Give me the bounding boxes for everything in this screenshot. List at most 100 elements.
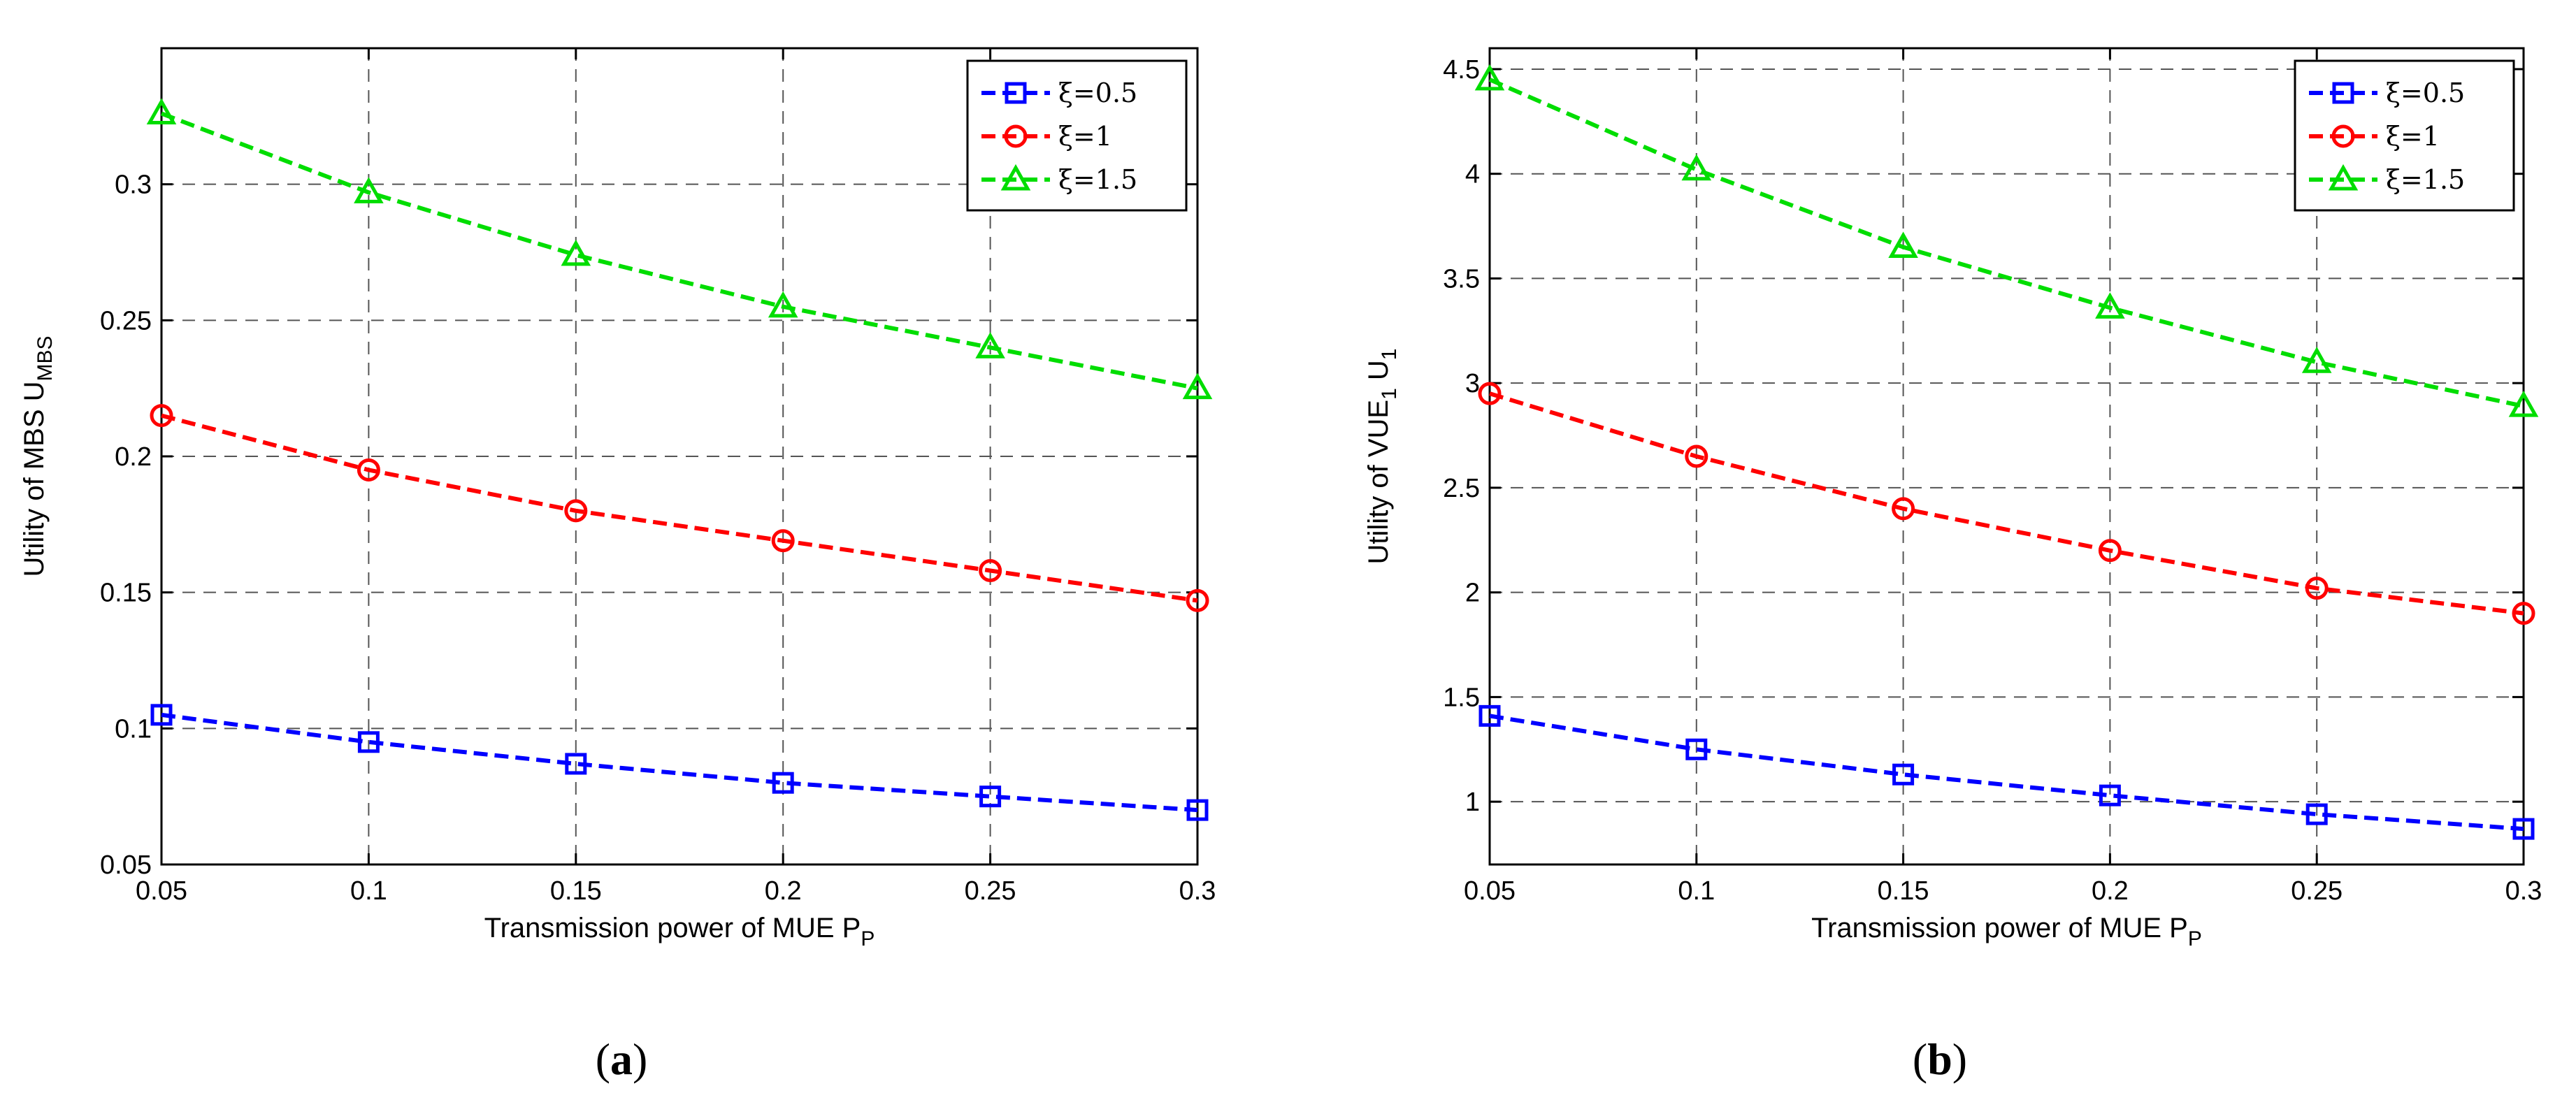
series-circle xyxy=(150,404,1209,612)
y-tick-label: 0.3 xyxy=(115,171,152,200)
series-line xyxy=(1489,391,2524,616)
data-point-circle xyxy=(357,458,380,482)
data-point-square xyxy=(1478,704,1501,727)
x-tick-label: 0.15 xyxy=(550,876,602,906)
caption-letter: b xyxy=(1927,1034,1952,1084)
data-point-triangle xyxy=(561,239,591,266)
data-point-triangle xyxy=(1474,64,1505,91)
y-axis-label: Utility of MBS UMBS xyxy=(19,335,57,577)
x-axis-label-subscript: P xyxy=(2188,927,2202,950)
legend-label: ξ=1.5 xyxy=(2386,164,2465,195)
y-tick-label: 0.05 xyxy=(100,851,152,880)
y-tick-label: 3.5 xyxy=(1443,264,1480,294)
y-tick-label: 4 xyxy=(1465,160,1480,189)
data-point-triangle xyxy=(768,291,798,318)
data-point-triangle xyxy=(1888,231,1918,259)
data-point-square xyxy=(2305,803,2328,825)
x-axis-label-main: Transmission power of MUE P xyxy=(484,913,861,943)
x-axis-label: Transmission power of MUE PP xyxy=(1811,913,2202,950)
y-axis-label-main-2: U xyxy=(1363,360,1394,388)
series-triangle xyxy=(146,98,1213,400)
legend-label: ξ=1.5 xyxy=(1058,164,1137,195)
caption-letter: a xyxy=(610,1034,633,1084)
series-triangle xyxy=(1474,64,2539,417)
x-tick-label: 0.25 xyxy=(965,876,1016,906)
y-axis-label-subscript-2: 1 xyxy=(1378,349,1401,361)
caption-open-paren: ( xyxy=(1913,1034,1927,1084)
data-point-circle xyxy=(2098,539,2122,563)
x-axis-label: Transmission power of MUE PP xyxy=(484,913,875,950)
legend-marker-square xyxy=(1005,82,1027,104)
data-point-square xyxy=(2512,818,2535,840)
x-tick-label: 0.05 xyxy=(1464,876,1516,906)
y-tick-label: 3 xyxy=(1465,369,1480,398)
legend-marker-triangle xyxy=(2328,164,2359,191)
series-square xyxy=(150,704,1209,821)
data-point-circle xyxy=(150,404,173,428)
data-point-square xyxy=(150,704,173,726)
data-point-square xyxy=(979,786,1002,808)
y-tick-label: 0.25 xyxy=(100,306,152,335)
x-tick-label: 0.1 xyxy=(1678,876,1715,906)
data-point-triangle xyxy=(1182,372,1213,400)
y-tick-label: 1 xyxy=(1465,788,1480,817)
x-tick-label: 0.1 xyxy=(350,876,387,906)
series-circle xyxy=(1478,382,2535,625)
data-point-triangle xyxy=(2301,347,2332,373)
data-point-square xyxy=(357,731,380,753)
y-tick-label: 2 xyxy=(1465,579,1480,608)
panel-caption: (a) xyxy=(596,1034,648,1084)
x-axis-label-main: Transmission power of MUE P xyxy=(1811,913,2188,943)
data-point-triangle xyxy=(146,98,177,124)
data-point-triangle xyxy=(2095,292,2125,319)
y-axis-label-subscript: MBS xyxy=(34,335,57,381)
x-tick-label: 0.3 xyxy=(2505,876,2542,906)
x-tick-label: 0.25 xyxy=(2291,876,2343,906)
y-tick-label: 4.5 xyxy=(1443,55,1480,85)
x-tick-label: 0.2 xyxy=(765,876,802,906)
data-point-square xyxy=(1892,763,1915,786)
legend-label: ξ=0.5 xyxy=(1058,78,1137,108)
series-line xyxy=(161,413,1198,603)
legend-marker-square xyxy=(2332,82,2354,104)
data-point-circle xyxy=(1892,497,1915,521)
data-point-circle xyxy=(2512,602,2535,625)
data-point-circle xyxy=(2305,577,2329,600)
data-point-circle xyxy=(1186,588,1209,612)
legend-label: ξ=0.5 xyxy=(2386,78,2465,108)
y-axis-label-main: Utility of MBS U xyxy=(19,381,50,577)
x-tick-label: 0.15 xyxy=(1878,876,1929,906)
data-point-triangle xyxy=(975,332,1005,359)
y-axis-label-subscript: 1 xyxy=(1378,388,1401,400)
chart-panel-b: 0.05 0.1 0.15 0.2 0.25 0.3 1 1.5 2 2.5 3 3.5 4 4.5 Tra… xyxy=(1363,47,2542,1084)
data-point-circle xyxy=(771,529,795,553)
y-axis-label: Utility of VUE1 U1 xyxy=(1363,349,1401,565)
data-point-circle xyxy=(979,559,1002,583)
data-point-square xyxy=(1186,799,1209,821)
data-point-triangle xyxy=(1681,154,1712,181)
data-point-square xyxy=(772,772,794,794)
x-tick-label: 0.2 xyxy=(2092,876,2129,906)
data-point-square xyxy=(2099,784,2121,806)
legend-marker-triangle xyxy=(1000,164,1031,191)
x-tick-label: 0.3 xyxy=(1179,876,1216,906)
caption-close-paren: ) xyxy=(1952,1034,1967,1084)
series-line xyxy=(1489,714,2524,832)
series-line xyxy=(1488,78,2524,409)
caption-open-paren: ( xyxy=(596,1034,610,1084)
y-tick-label: 2.5 xyxy=(1443,474,1480,503)
legend-marker-circle xyxy=(1004,124,1028,148)
y-tick-label: 0.15 xyxy=(100,579,152,608)
caption-close-paren: ) xyxy=(633,1034,647,1084)
data-point-square xyxy=(1685,738,1708,760)
series-line xyxy=(161,712,1198,813)
legend: ξ=0.5 ξ=1 ξ=1.5 xyxy=(966,59,1188,212)
legend-label: ξ=1 xyxy=(1058,121,1112,152)
panel-caption: (b) xyxy=(1913,1034,1967,1084)
data-point-triangle xyxy=(354,177,384,203)
x-tick-label: 0.05 xyxy=(136,876,187,906)
data-point-circle xyxy=(564,499,588,523)
legend: ξ=0.5 ξ=1 ξ=1.5 xyxy=(2294,59,2515,212)
data-point-circle xyxy=(1685,444,1708,468)
